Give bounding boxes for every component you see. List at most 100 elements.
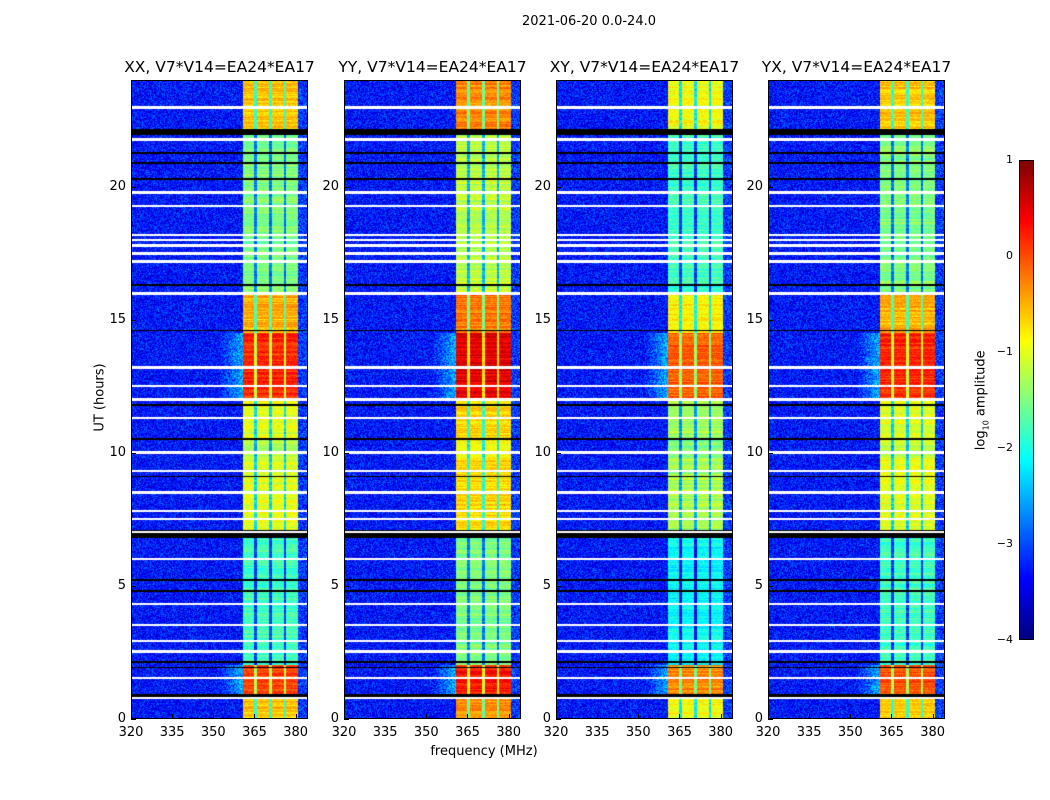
x-tick-mark bbox=[850, 714, 852, 719]
y-tick-label: 10 bbox=[746, 444, 763, 460]
y-tick-mark bbox=[344, 319, 349, 321]
y-tick-mark bbox=[344, 585, 349, 587]
x-tick-label: 335 bbox=[796, 725, 822, 740]
x-tick-mark bbox=[385, 714, 387, 719]
x-tick-label: 380 bbox=[708, 725, 734, 740]
x-tick-label: 380 bbox=[920, 725, 946, 740]
y-tick-mark bbox=[131, 452, 136, 454]
heatmap-image-1 bbox=[345, 81, 520, 718]
panel-title-2: XY, V7*V14=EA24*EA17 bbox=[549, 58, 740, 76]
panel-title-0: XX, V7*V14=EA24*EA17 bbox=[124, 58, 315, 76]
x-tick-label: 320 bbox=[755, 725, 781, 740]
y-tick-mark bbox=[768, 186, 773, 188]
y-tick-label: 0 bbox=[330, 711, 339, 726]
x-tick-label: 365 bbox=[667, 725, 692, 740]
x-tick-label: 320 bbox=[331, 725, 357, 740]
x-tick-label: 365 bbox=[879, 725, 904, 740]
y-tick-label: 5 bbox=[330, 577, 339, 593]
x-tick-label: 320 bbox=[543, 725, 569, 740]
x-tick-mark bbox=[508, 714, 510, 719]
y-tick-label: 15 bbox=[322, 311, 339, 327]
colorbar-tick-label: −4 bbox=[996, 633, 1013, 646]
x-tick-label: 365 bbox=[242, 725, 267, 740]
y-tick-label: 5 bbox=[542, 577, 551, 593]
x-tick-label: 320 bbox=[118, 725, 144, 740]
y-tick-label: 10 bbox=[322, 444, 339, 460]
x-tick-mark bbox=[597, 714, 599, 719]
x-tick-mark bbox=[295, 714, 297, 719]
x-tick-mark bbox=[344, 714, 345, 719]
x-tick-mark bbox=[213, 714, 215, 719]
x-tick-mark bbox=[172, 714, 174, 719]
y-tick-label: 20 bbox=[109, 178, 126, 194]
colorbar-tick-label: 0 bbox=[1006, 249, 1013, 262]
x-tick-mark bbox=[679, 714, 681, 719]
y-tick-label: 10 bbox=[534, 444, 551, 460]
y-tick-mark bbox=[556, 319, 561, 321]
x-tick-label: 380 bbox=[496, 725, 522, 740]
panel-title-1: YY, V7*V14=EA24*EA17 bbox=[338, 58, 527, 76]
x-tick-label: 350 bbox=[625, 725, 651, 740]
y-tick-label: 20 bbox=[746, 178, 763, 194]
x-tick-label: 335 bbox=[159, 725, 185, 740]
x-tick-mark bbox=[556, 714, 557, 719]
x-tick-mark bbox=[467, 714, 469, 719]
y-tick-mark bbox=[344, 719, 349, 720]
y-tick-mark bbox=[344, 186, 349, 188]
x-tick-label: 380 bbox=[283, 725, 309, 740]
x-tick-mark bbox=[891, 714, 893, 719]
x-tick-mark bbox=[254, 714, 256, 719]
y-tick-mark bbox=[556, 186, 561, 188]
x-tick-label: 335 bbox=[584, 725, 610, 740]
heatmap-image-3 bbox=[769, 81, 944, 718]
y-tick-mark bbox=[131, 186, 136, 188]
y-axis-label: UT (hours) bbox=[92, 363, 108, 432]
colorbar-tick-label: 1 bbox=[1006, 153, 1013, 166]
x-tick-label: 350 bbox=[837, 725, 863, 740]
x-tick-mark bbox=[131, 714, 132, 719]
x-axis-label: frequency (MHz) bbox=[430, 744, 538, 759]
y-tick-mark bbox=[768, 719, 773, 720]
x-tick-mark bbox=[809, 714, 811, 719]
x-tick-mark bbox=[426, 714, 428, 719]
panel-title-3: YX, V7*V14=EA24*EA17 bbox=[761, 58, 952, 76]
colorbar bbox=[1019, 160, 1034, 640]
y-tick-label: 20 bbox=[534, 178, 551, 194]
y-tick-label: 15 bbox=[109, 311, 126, 327]
y-tick-label: 0 bbox=[754, 711, 763, 726]
y-tick-mark bbox=[768, 319, 773, 321]
heatmap-panel-3 bbox=[768, 80, 945, 719]
figure-title: 2021-06-20 0.0-24.0 bbox=[522, 14, 656, 29]
y-tick-label: 0 bbox=[542, 711, 551, 726]
y-tick-mark bbox=[131, 719, 136, 720]
heatmap-image-0 bbox=[132, 81, 307, 718]
heatmap-image-2 bbox=[557, 81, 732, 718]
y-tick-mark bbox=[344, 452, 349, 454]
y-tick-mark bbox=[556, 719, 561, 720]
x-tick-label: 365 bbox=[455, 725, 480, 740]
x-tick-label: 350 bbox=[413, 725, 439, 740]
x-tick-mark bbox=[720, 714, 722, 719]
heatmap-panel-0 bbox=[131, 80, 308, 719]
y-tick-label: 10 bbox=[109, 444, 126, 460]
x-tick-mark bbox=[932, 714, 934, 719]
heatmap-panel-1 bbox=[344, 80, 521, 719]
y-tick-label: 20 bbox=[322, 178, 339, 194]
colorbar-tick-label: −3 bbox=[996, 537, 1013, 550]
x-tick-mark bbox=[638, 714, 640, 719]
y-tick-mark bbox=[131, 319, 136, 321]
y-tick-label: 0 bbox=[117, 711, 126, 726]
x-tick-mark bbox=[768, 714, 769, 719]
y-tick-label: 5 bbox=[117, 577, 126, 593]
y-tick-label: 15 bbox=[746, 311, 763, 327]
y-tick-mark bbox=[556, 585, 561, 587]
y-tick-label: 15 bbox=[534, 311, 551, 327]
y-tick-label: 5 bbox=[754, 577, 763, 593]
colorbar-tick-label: −2 bbox=[996, 441, 1013, 454]
x-tick-label: 335 bbox=[372, 725, 398, 740]
y-tick-mark bbox=[556, 452, 561, 454]
heatmap-panel-2 bbox=[556, 80, 733, 719]
y-tick-mark bbox=[768, 585, 773, 587]
y-tick-mark bbox=[768, 452, 773, 454]
